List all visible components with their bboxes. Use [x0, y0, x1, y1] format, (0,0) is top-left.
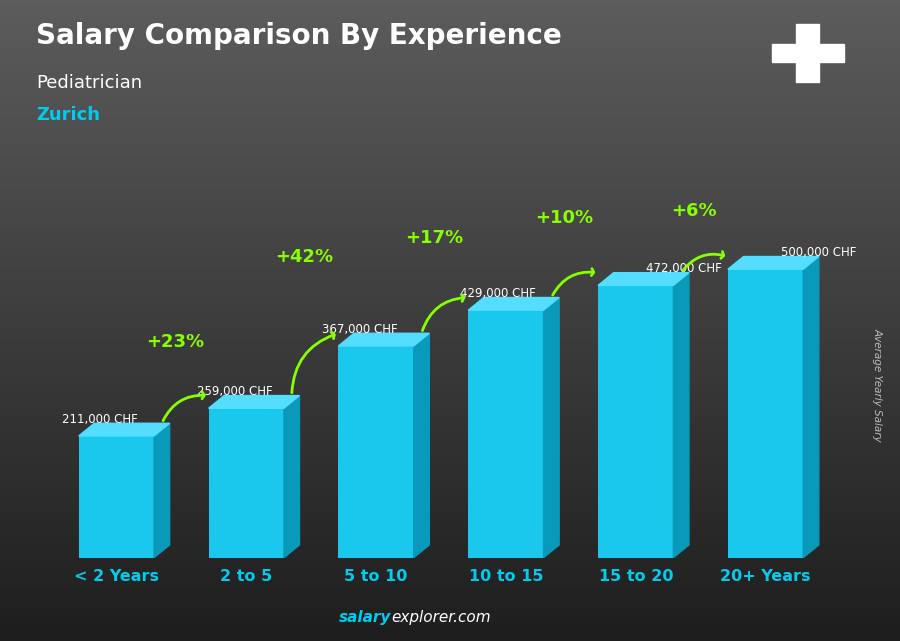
Bar	[338, 346, 414, 558]
Polygon shape	[284, 395, 300, 558]
Bar	[468, 310, 544, 558]
Text: +17%: +17%	[405, 229, 464, 247]
Text: +23%: +23%	[146, 333, 204, 351]
Text: 472,000 CHF: 472,000 CHF	[646, 262, 722, 275]
Text: 367,000 CHF: 367,000 CHF	[321, 322, 397, 336]
Bar	[772, 44, 843, 62]
Bar	[598, 285, 673, 558]
Text: +10%: +10%	[536, 208, 593, 226]
Bar	[209, 408, 284, 558]
Text: +6%: +6%	[671, 202, 717, 220]
Text: salary: salary	[339, 610, 392, 625]
Polygon shape	[728, 256, 819, 269]
Text: Zurich: Zurich	[36, 106, 100, 124]
Bar	[796, 24, 819, 82]
Text: Pediatrician: Pediatrician	[36, 74, 142, 92]
Polygon shape	[598, 272, 689, 285]
Text: 259,000 CHF: 259,000 CHF	[197, 385, 273, 398]
Polygon shape	[468, 297, 559, 310]
Text: Average Yearly Salary: Average Yearly Salary	[872, 328, 883, 442]
Polygon shape	[79, 423, 169, 436]
Text: 211,000 CHF: 211,000 CHF	[62, 413, 138, 426]
Polygon shape	[209, 395, 300, 408]
Polygon shape	[673, 272, 689, 558]
Text: 429,000 CHF: 429,000 CHF	[461, 287, 536, 300]
Bar	[728, 269, 803, 558]
Polygon shape	[338, 333, 429, 346]
Bar	[79, 436, 154, 558]
Polygon shape	[803, 256, 819, 558]
Text: 500,000 CHF: 500,000 CHF	[781, 246, 857, 259]
Text: explorer.com: explorer.com	[392, 610, 491, 625]
Polygon shape	[154, 423, 169, 558]
Polygon shape	[414, 333, 429, 558]
Polygon shape	[544, 297, 559, 558]
Text: Salary Comparison By Experience: Salary Comparison By Experience	[36, 22, 562, 51]
Text: +42%: +42%	[275, 248, 334, 266]
